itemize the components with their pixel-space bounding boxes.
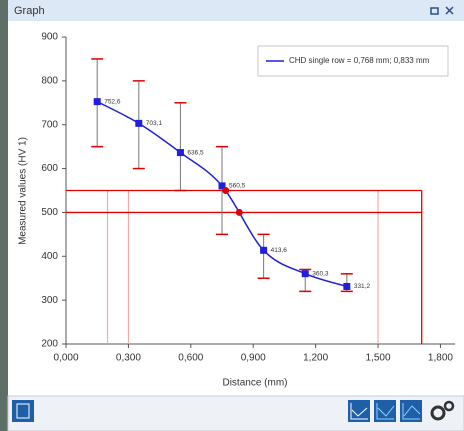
point — [301, 270, 309, 278]
y-tick-label: 300 — [41, 295, 58, 306]
value-label: 636,5 — [187, 149, 204, 156]
x-tick-label: 0,900 — [241, 353, 266, 364]
point — [260, 246, 268, 254]
y-axis-label: Measured values (HV 1) — [18, 137, 29, 245]
x-tick-label: 0,300 — [116, 353, 141, 364]
export-button[interactable] — [12, 400, 34, 422]
chd-marker — [222, 187, 230, 194]
value-label: 703,1 — [146, 120, 163, 127]
chd-marker — [235, 208, 243, 216]
x-tick-label: 0,600 — [178, 353, 203, 364]
plot-panel — [8, 21, 464, 396]
x-tick-label: 1,200 — [303, 353, 328, 364]
point — [135, 119, 143, 127]
view-button-2[interactable] — [374, 400, 396, 422]
close-button[interactable] — [445, 6, 454, 15]
x-tick-label: 0,000 — [53, 353, 78, 364]
x-tick-label: 1,500 — [366, 353, 391, 364]
value-label: 752,6 — [104, 98, 121, 105]
legend — [257, 45, 449, 77]
y-tick-label: 700 — [41, 119, 58, 130]
x-axis-label: Distance (mm) — [222, 378, 287, 389]
point — [176, 149, 184, 157]
point — [343, 282, 351, 290]
point — [93, 98, 101, 106]
settings-button[interactable] — [430, 400, 455, 421]
y-tick-label: 500 — [41, 207, 58, 218]
legend-label: CHD single row = 0,768 mm; 0,833 mm — [289, 56, 430, 65]
y-tick-label: 600 — [41, 163, 58, 174]
background-strip — [0, 0, 8, 431]
title-bar — [8, 0, 464, 21]
y-tick-label: 200 — [41, 339, 58, 350]
value-label: 360,3 — [312, 270, 329, 277]
y-tick-label: 900 — [41, 32, 58, 43]
value-label: 560,5 — [229, 183, 246, 190]
view-button-3[interactable] — [400, 400, 422, 422]
y-tick-label: 800 — [41, 75, 58, 86]
point — [218, 182, 226, 190]
plot: 200 300 400 500 600 700 800 900 0,000 0,300 0,600 0… — [41, 32, 455, 364]
view-button-1[interactable] — [348, 400, 370, 422]
restore-button[interactable] — [430, 7, 439, 15]
x-tick-label: 1,800 — [428, 353, 453, 364]
value-label: 331,2 — [354, 283, 371, 290]
window-title: Graph — [14, 5, 45, 17]
value-label: 413,6 — [271, 247, 288, 254]
y-tick-label: 400 — [41, 251, 58, 262]
